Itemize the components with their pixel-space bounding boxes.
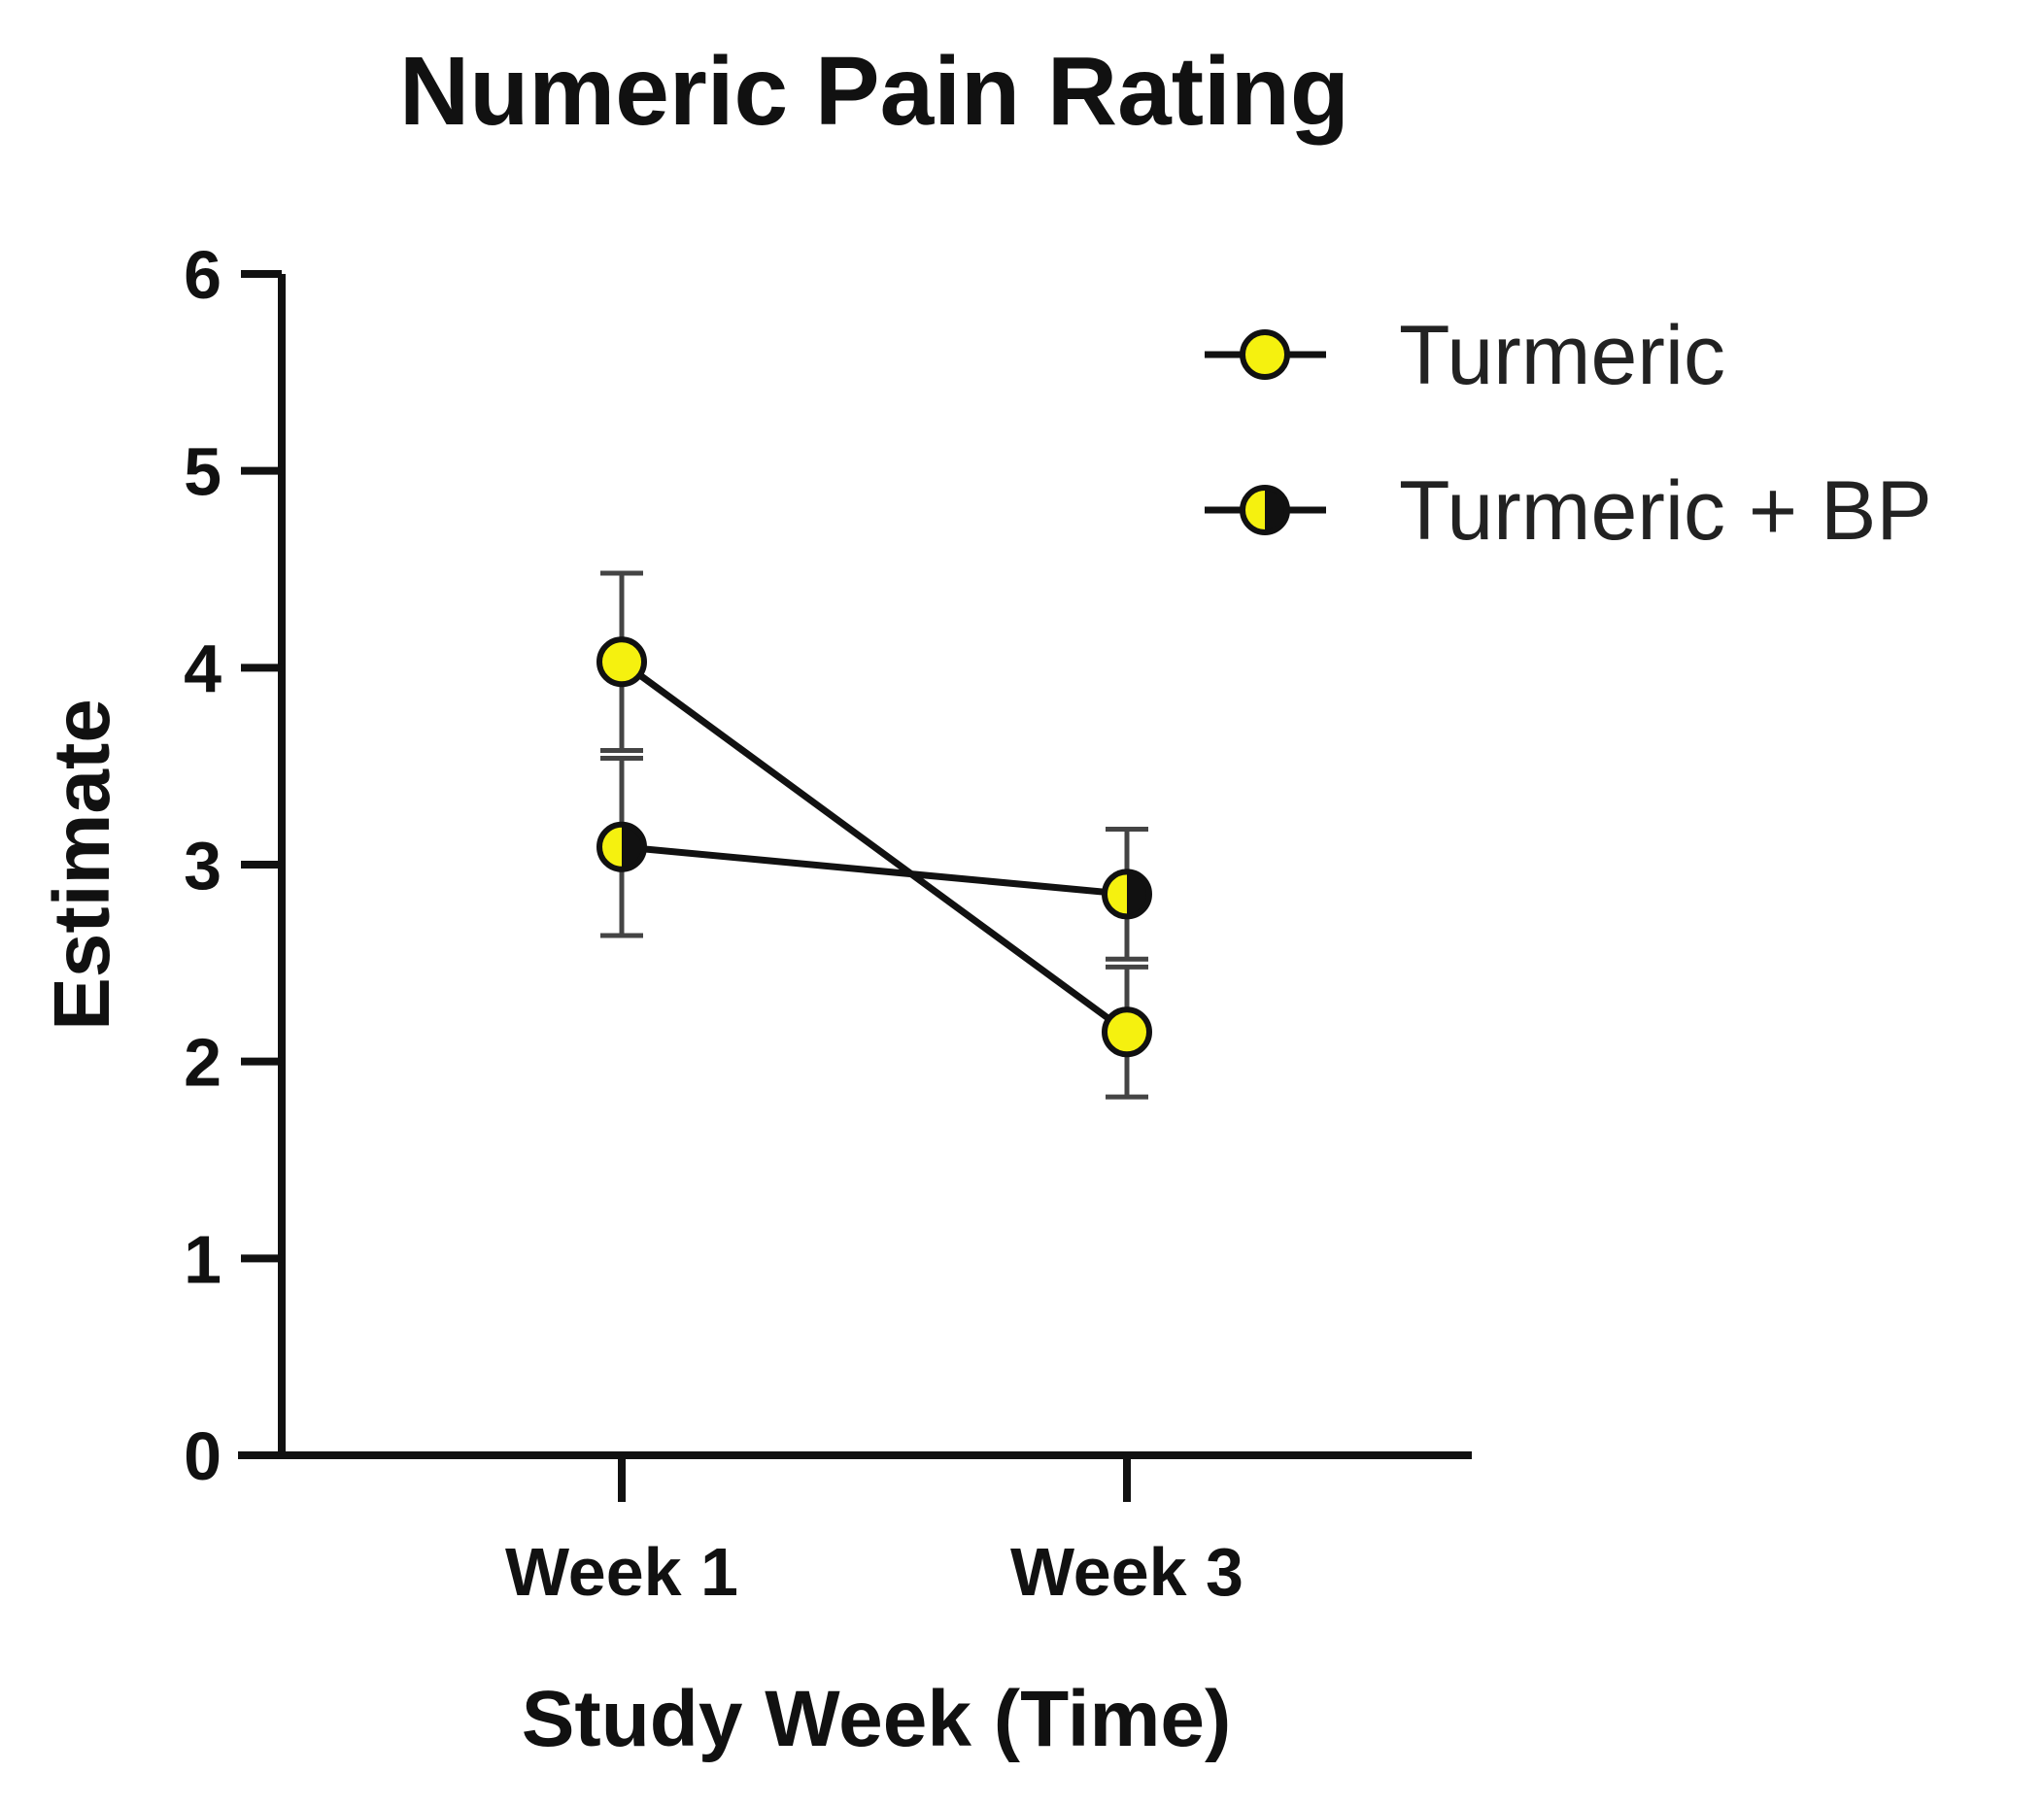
series-line-0 [619, 659, 1130, 1036]
legend-item: Turmeric + BP [1205, 464, 1932, 558]
series-line-1 [621, 843, 1128, 898]
series-point-0 [1102, 1006, 1152, 1058]
series-lines [619, 659, 1130, 1036]
series-markers [596, 636, 1152, 1058]
series-point-1 [1102, 869, 1152, 920]
axes [238, 274, 1472, 1459]
legend-label: Turmeric [1399, 309, 1725, 402]
legend-marker [1240, 485, 1290, 535]
x-tick-label: Week 1 [505, 1534, 738, 1610]
y-tick-label: 4 [184, 630, 221, 706]
series-point-0 [596, 636, 647, 688]
y-ticks: 0 1 2 3 4 5 6 [184, 237, 282, 1494]
y-tick-label: 5 [184, 434, 221, 510]
y-tick-label: 3 [184, 828, 221, 903]
plot-area [596, 570, 1152, 1100]
y-tick-label: 2 [184, 1025, 221, 1101]
y-tick-label: 6 [184, 237, 221, 313]
legend-item: Turmeric [1205, 309, 1725, 402]
error-bars [600, 570, 1148, 1100]
x-ticks: Week 1 Week 3 [505, 1455, 1243, 1610]
legend-marker [1240, 329, 1290, 380]
chart-title: Numeric Pain Rating [399, 37, 1349, 146]
y-axis-title: Estimate [38, 699, 126, 1031]
x-tick-label: Week 3 [1010, 1534, 1243, 1610]
y-tick-label: 0 [184, 1418, 221, 1494]
legend-label: Turmeric + BP [1399, 464, 1932, 558]
x-axis-title: Study Week (Time) [522, 1675, 1232, 1763]
legend: Turmeric Turmeric + BP [1205, 309, 1932, 558]
y-tick-label: 1 [184, 1221, 221, 1297]
series-point-1 [596, 821, 647, 872]
